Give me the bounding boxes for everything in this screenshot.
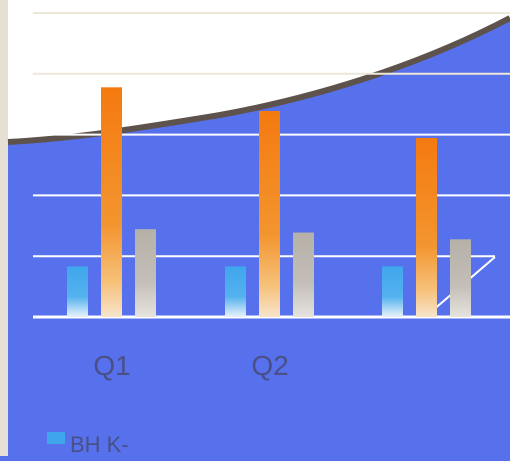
x-tick-label: Q2 [251, 350, 288, 381]
bar-Q1-series-2 [101, 87, 122, 317]
frame-strip [0, 0, 8, 456]
bar-Q1-series-3 [135, 229, 156, 317]
bar-Q1-series-1 [67, 266, 88, 317]
legend-swatch [47, 432, 65, 444]
bars [67, 87, 471, 317]
bar-group3-series-1 [382, 266, 403, 317]
legend: BH K- [47, 432, 129, 457]
bar-Q2-series-3 [293, 232, 314, 317]
x-axis-labels: Q1 Q2 [93, 350, 288, 381]
legend-text: BH K- [70, 432, 129, 456]
bar-group3-series-3 [450, 239, 471, 317]
bar-group3-series-2 [416, 137, 437, 317]
bar-Q2-series-1 [225, 266, 246, 317]
x-tick-label: Q1 [93, 350, 130, 381]
sheet-edge-curve [7, 15, 510, 145]
bar-Q2-series-2 [259, 110, 280, 317]
white-sheet [8, 0, 510, 142]
